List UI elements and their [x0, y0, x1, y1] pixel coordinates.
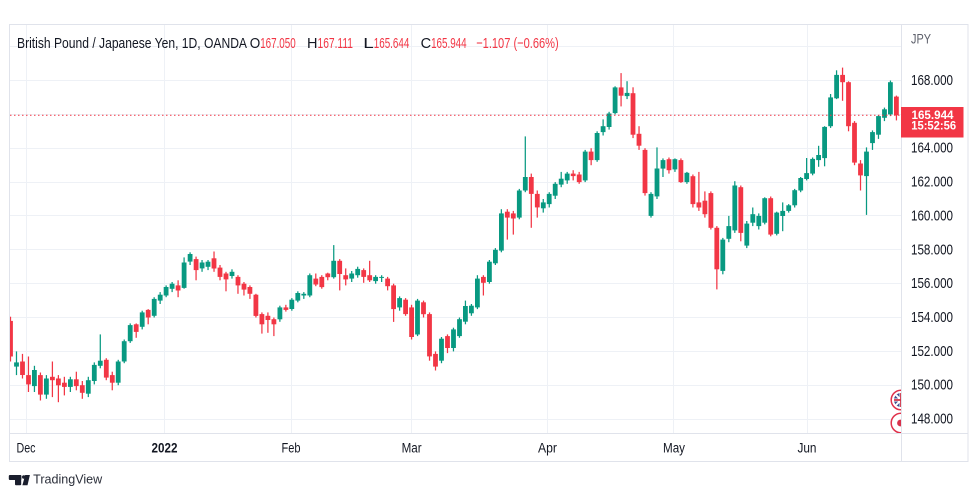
- svg-text:Dec: Dec: [17, 441, 36, 456]
- svg-text:156.000: 156.000: [911, 275, 953, 292]
- svg-text:C: C: [421, 35, 432, 52]
- svg-text:15:52:56: 15:52:56: [911, 120, 956, 132]
- svg-text:150.000: 150.000: [911, 377, 953, 394]
- svg-text:L: L: [363, 35, 374, 52]
- svg-text:165.944: 165.944: [912, 108, 954, 122]
- svg-text:162.000: 162.000: [911, 174, 953, 191]
- svg-text:152.000: 152.000: [911, 343, 953, 360]
- svg-text:148.000: 148.000: [911, 411, 953, 428]
- svg-text:Mar: Mar: [402, 441, 422, 456]
- svg-text:165.644: 165.644: [374, 35, 410, 52]
- svg-text:−1.107 (−0.66%): −1.107 (−0.66%): [476, 35, 559, 52]
- svg-text:167.111: 167.111: [318, 35, 354, 52]
- svg-text:JPY: JPY: [911, 31, 932, 47]
- svg-text:Jun: Jun: [798, 441, 817, 456]
- svg-text:O: O: [250, 35, 261, 52]
- svg-text:British Pound / Japanese Yen,: British Pound / Japanese Yen, 1D, OANDA: [17, 35, 247, 52]
- svg-text:165.944: 165.944: [431, 35, 467, 52]
- svg-text:Feb: Feb: [282, 441, 301, 456]
- svg-text:2022: 2022: [152, 441, 178, 456]
- svg-text:H: H: [307, 35, 318, 52]
- svg-text:164.000: 164.000: [911, 140, 953, 157]
- svg-text:154.000: 154.000: [911, 309, 953, 326]
- svg-text:158.000: 158.000: [911, 241, 953, 258]
- svg-text:Apr: Apr: [538, 441, 557, 456]
- svg-text:160.000: 160.000: [911, 207, 953, 224]
- svg-text:167.050: 167.050: [260, 35, 296, 52]
- svg-text:TradingView: TradingView: [33, 474, 103, 486]
- svg-text:168.000: 168.000: [911, 72, 953, 89]
- svg-text:May: May: [663, 441, 685, 456]
